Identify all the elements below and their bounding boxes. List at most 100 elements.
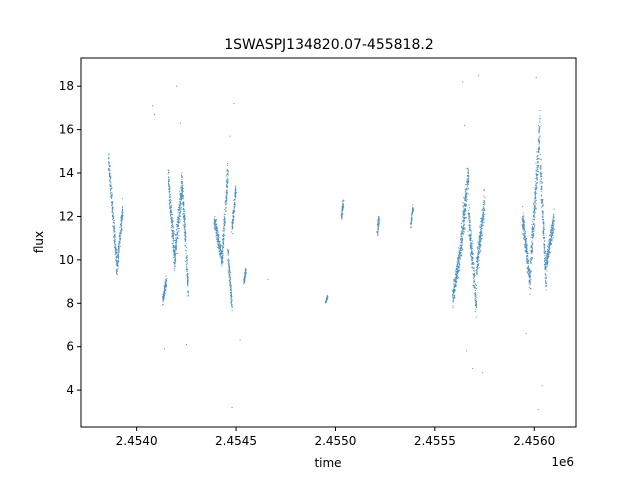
- data-point: [480, 228, 482, 230]
- data-point: [219, 253, 221, 255]
- data-point: [168, 181, 170, 183]
- data-point: [245, 273, 247, 275]
- data-point: [187, 275, 189, 277]
- data-point: [412, 209, 414, 211]
- data-point: [524, 243, 526, 245]
- data-point: [234, 197, 236, 199]
- data-point: [459, 266, 461, 268]
- data-point: [221, 250, 223, 252]
- data-point: [535, 199, 537, 201]
- data-point: [469, 216, 471, 218]
- data-point: [214, 222, 216, 224]
- data-point: [231, 300, 233, 302]
- data-point: [172, 237, 174, 239]
- data-point: [215, 232, 217, 234]
- data-point: [529, 274, 531, 276]
- data-point: [110, 177, 112, 179]
- data-point: [117, 255, 119, 257]
- data-point: [226, 193, 228, 195]
- data-point: [476, 264, 478, 266]
- data-point: [526, 247, 528, 249]
- data-point: [455, 279, 457, 281]
- data-point: [180, 196, 182, 198]
- data-point: [229, 282, 231, 284]
- data-point: [220, 248, 222, 250]
- data-point: [235, 191, 237, 193]
- data-point: [542, 203, 544, 205]
- data-point: [163, 291, 165, 293]
- data-point: [524, 233, 526, 235]
- data-point: [524, 237, 526, 239]
- data-point: [120, 224, 122, 226]
- data-point: [552, 225, 554, 227]
- data-point: [108, 158, 110, 160]
- data-point: [184, 237, 186, 239]
- data-point: [117, 249, 119, 251]
- data-point: [458, 260, 460, 262]
- data-point: [234, 202, 236, 204]
- data-point: [234, 193, 236, 195]
- data-point: [522, 219, 524, 221]
- data-point: [463, 210, 465, 212]
- y-tick-label: 4: [66, 383, 74, 397]
- data-point: [550, 230, 552, 232]
- data-point: [527, 269, 529, 271]
- data-point: [187, 276, 188, 278]
- data-point: [226, 183, 228, 185]
- data-point: [218, 250, 220, 252]
- data-point: [234, 199, 236, 201]
- data-point: [170, 214, 172, 216]
- data-point: [223, 239, 225, 241]
- data-point: [522, 222, 524, 224]
- data-point: [172, 242, 174, 244]
- data-point: [534, 201, 536, 203]
- data-point: [119, 241, 121, 243]
- data-point: [523, 224, 525, 226]
- data-point: [528, 286, 530, 288]
- data-point: [178, 215, 180, 217]
- data-point: [464, 217, 466, 219]
- data-point: [454, 296, 456, 298]
- data-point: [168, 188, 170, 190]
- data-point: [226, 180, 228, 182]
- data-point: [528, 281, 530, 283]
- data-point: [470, 230, 472, 232]
- data-point: [113, 217, 115, 219]
- data-point: [471, 262, 473, 264]
- data-point: [233, 198, 235, 200]
- data-point: [114, 252, 116, 254]
- data-point: [120, 223, 122, 225]
- data-point: [178, 212, 180, 214]
- data-point: [478, 252, 480, 254]
- data-point: [179, 193, 181, 195]
- data-point: [165, 285, 167, 287]
- data-point: [228, 258, 230, 260]
- data-point: [118, 246, 120, 248]
- data-point: [535, 208, 537, 210]
- data-point: [175, 252, 177, 254]
- data-point: [165, 286, 167, 288]
- data-point: [522, 221, 524, 223]
- data-point: [460, 246, 462, 248]
- data-point: [174, 262, 176, 264]
- data-point: [527, 268, 529, 270]
- data-point: [244, 272, 246, 274]
- data-point: [184, 215, 186, 217]
- data-point: [233, 200, 235, 202]
- data-point: [543, 243, 545, 245]
- outlier-point: [525, 333, 527, 335]
- data-point: [481, 238, 483, 240]
- data-point: [534, 195, 536, 197]
- data-point: [546, 255, 548, 257]
- data-point: [175, 224, 177, 226]
- data-point: [178, 234, 180, 236]
- data-point: [458, 262, 460, 264]
- outlier-point: [541, 385, 543, 387]
- data-point: [326, 295, 328, 297]
- data-point: [183, 226, 185, 228]
- data-point: [110, 189, 112, 191]
- data-point: [530, 262, 532, 264]
- data-point: [174, 253, 176, 255]
- data-point: [183, 208, 185, 210]
- data-point: [119, 233, 121, 235]
